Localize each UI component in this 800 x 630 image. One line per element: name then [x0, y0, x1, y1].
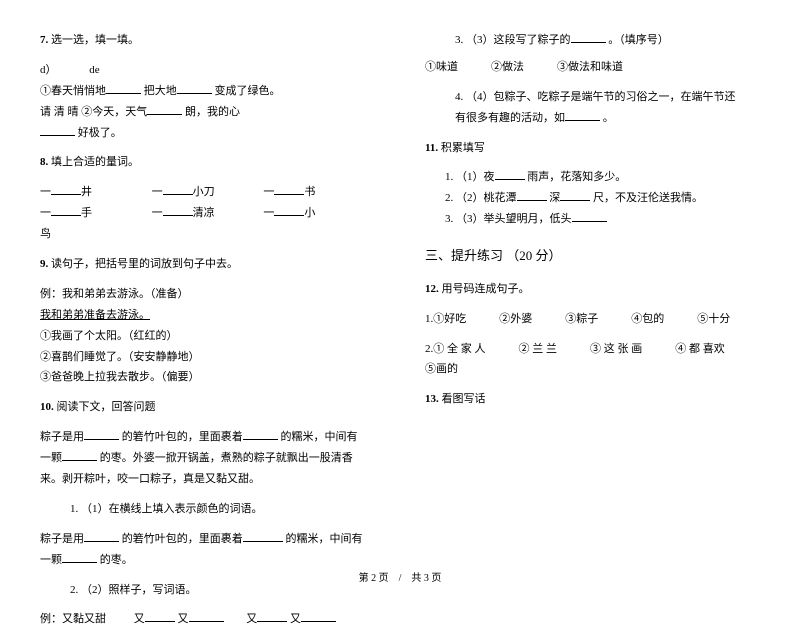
- blank: [560, 190, 590, 201]
- q7-title: 选一选，填一填。: [51, 34, 139, 46]
- q10-sub1: 1. （1）在横线上填入表示颜色的词语。: [40, 499, 375, 520]
- blank: [106, 83, 141, 94]
- two-column-layout: 7. 选一选，填一填。 d） de ①春天悄悄地 把大地 变成了绿色。 请 清 …: [40, 30, 760, 560]
- q11-title: 积累填写: [441, 142, 485, 154]
- q9-l2: ②喜鹊们睡觉了。（安安静静地）: [40, 347, 375, 368]
- page-number: 第 2 页 / 共 3 页: [359, 573, 442, 584]
- q10-passage1c: 来。剥开粽叶，咬一口粽子，真是又黏又甜。: [40, 469, 375, 490]
- blank: [274, 184, 304, 195]
- q10-sub4a: 4. （4）包粽子、吃粽子是端午节的习俗之一，在端午节还: [425, 87, 760, 108]
- question-11: 11. 积累填写: [425, 138, 760, 159]
- q7-pinyin-row: d） de: [40, 60, 375, 81]
- q13-title: 看图写话: [442, 393, 486, 405]
- question-8: 8. 填上合适的量词。: [40, 152, 375, 173]
- q9-l3: ③爸爸晚上拉我去散步。（偏要）: [40, 367, 375, 388]
- blank: [51, 205, 81, 216]
- right-column: 3. （3）这段写了粽子的 。（填序号） ①味道 ②做法 ③做法和味道 4. （…: [425, 30, 760, 560]
- blank: [243, 531, 283, 542]
- q9-l1: ①我画了个太阳。（红红的）: [40, 326, 375, 347]
- blank: [565, 110, 600, 121]
- blank: [145, 611, 175, 622]
- question-10: 10. 阅读下文，回答问题: [40, 397, 375, 418]
- q13-number: 13.: [425, 393, 439, 405]
- blank: [51, 184, 81, 195]
- q11-number: 11.: [425, 142, 438, 154]
- q10-passage2b: 一颗 的枣。: [40, 550, 375, 571]
- blank: [40, 125, 75, 136]
- q10-passage2: 粽子是用 的箬竹叶包的，里面裹着 的糯米，中间有: [40, 529, 375, 550]
- q8-row2: 一手 一清凉 一小: [40, 203, 375, 224]
- q9-example1: 例：我和弟弟去游泳。（准备）: [40, 284, 375, 305]
- q8-title: 填上合适的量词。: [51, 156, 139, 168]
- blank: [274, 205, 304, 216]
- q12-title: 用号码连成句子。: [442, 283, 530, 295]
- q11-l2: 2. （2）桃花潭 深 尺，不及汪伦送我情。: [425, 188, 760, 209]
- section-3-title: 三、提升练习 （20 分）: [425, 244, 760, 269]
- q8-row1: 一井 一小刀 一书: [40, 182, 375, 203]
- blank: [84, 429, 119, 440]
- question-7: 7. 选一选，填一填。: [40, 30, 375, 51]
- blank: [62, 552, 97, 563]
- blank: [84, 531, 119, 542]
- q10-passage1: 粽子是用 的箬竹叶包的，里面裹着 的糯米，中间有: [40, 427, 375, 448]
- blank: [517, 190, 547, 201]
- blank: [571, 32, 606, 43]
- q10-passage1b: 一颗 的枣。外婆一掀开锅盖，煮熟的粽子就飘出一股清香: [40, 448, 375, 469]
- blank: [572, 211, 607, 222]
- blank: [243, 429, 278, 440]
- q7-d: d）: [40, 64, 57, 76]
- q8-number: 8.: [40, 156, 48, 168]
- q10-sub4b: 有很多有趣的活动，如 。: [425, 108, 760, 129]
- blank: [163, 184, 193, 195]
- left-column: 7. 选一选，填一填。 d） de ①春天悄悄地 把大地 变成了绿色。 请 清 …: [40, 30, 375, 560]
- blank: [163, 205, 193, 216]
- q10-example: 例：又黏又甜 又 又 又 又: [40, 609, 375, 630]
- blank: [189, 611, 224, 622]
- q11-l3: 3. （3）举头望明月，低头: [425, 209, 760, 230]
- q7-line2: 请 清 晴 ②今天，天气 朗，我的心: [40, 102, 375, 123]
- blank: [177, 83, 212, 94]
- blank: [147, 104, 182, 115]
- blank: [257, 611, 287, 622]
- q7-de: de: [89, 64, 99, 76]
- q7-line1: ①春天悄悄地 把大地 变成了绿色。: [40, 81, 375, 102]
- q10-sub3-options: ①味道 ②做法 ③做法和味道: [425, 57, 760, 78]
- blank: [495, 169, 525, 180]
- blank: [62, 450, 97, 461]
- q11-l1: 1. （1）夜 雨声，花落知多少。: [425, 167, 760, 188]
- question-13: 13. 看图写话: [425, 389, 760, 410]
- q8-row2-cont: 鸟: [40, 224, 375, 245]
- q7-line3: 好极了。: [40, 123, 375, 144]
- q10-number: 10.: [40, 401, 54, 413]
- q9-number: 9.: [40, 258, 48, 270]
- page-footer: 第 2 页 / 共 3 页: [0, 569, 800, 584]
- question-9: 9. 读句子，把括号里的词放到句子中去。: [40, 254, 375, 275]
- q9-title: 读句子，把括号里的词放到句子中去。: [51, 258, 238, 270]
- blank: [301, 611, 336, 622]
- q7-number: 7.: [40, 34, 48, 46]
- question-12: 12. 用号码连成句子。: [425, 279, 760, 300]
- q12-row1: 1.①好吃 ②外婆 ③粽子 ④包的 ⑤十分: [425, 309, 760, 330]
- q10-sub3: 3. （3）这段写了粽子的 。（填序号）: [425, 30, 760, 51]
- q12-number: 12.: [425, 283, 439, 295]
- q9-example2: 我和弟弟准备去游泳。: [40, 305, 375, 326]
- q12-row2: 2.① 全 家 人 ② 兰 兰 ③ 这 张 画 ④ 都 喜欢 ⑤画的: [425, 339, 760, 381]
- q10-title: 阅读下文，回答问题: [57, 401, 156, 413]
